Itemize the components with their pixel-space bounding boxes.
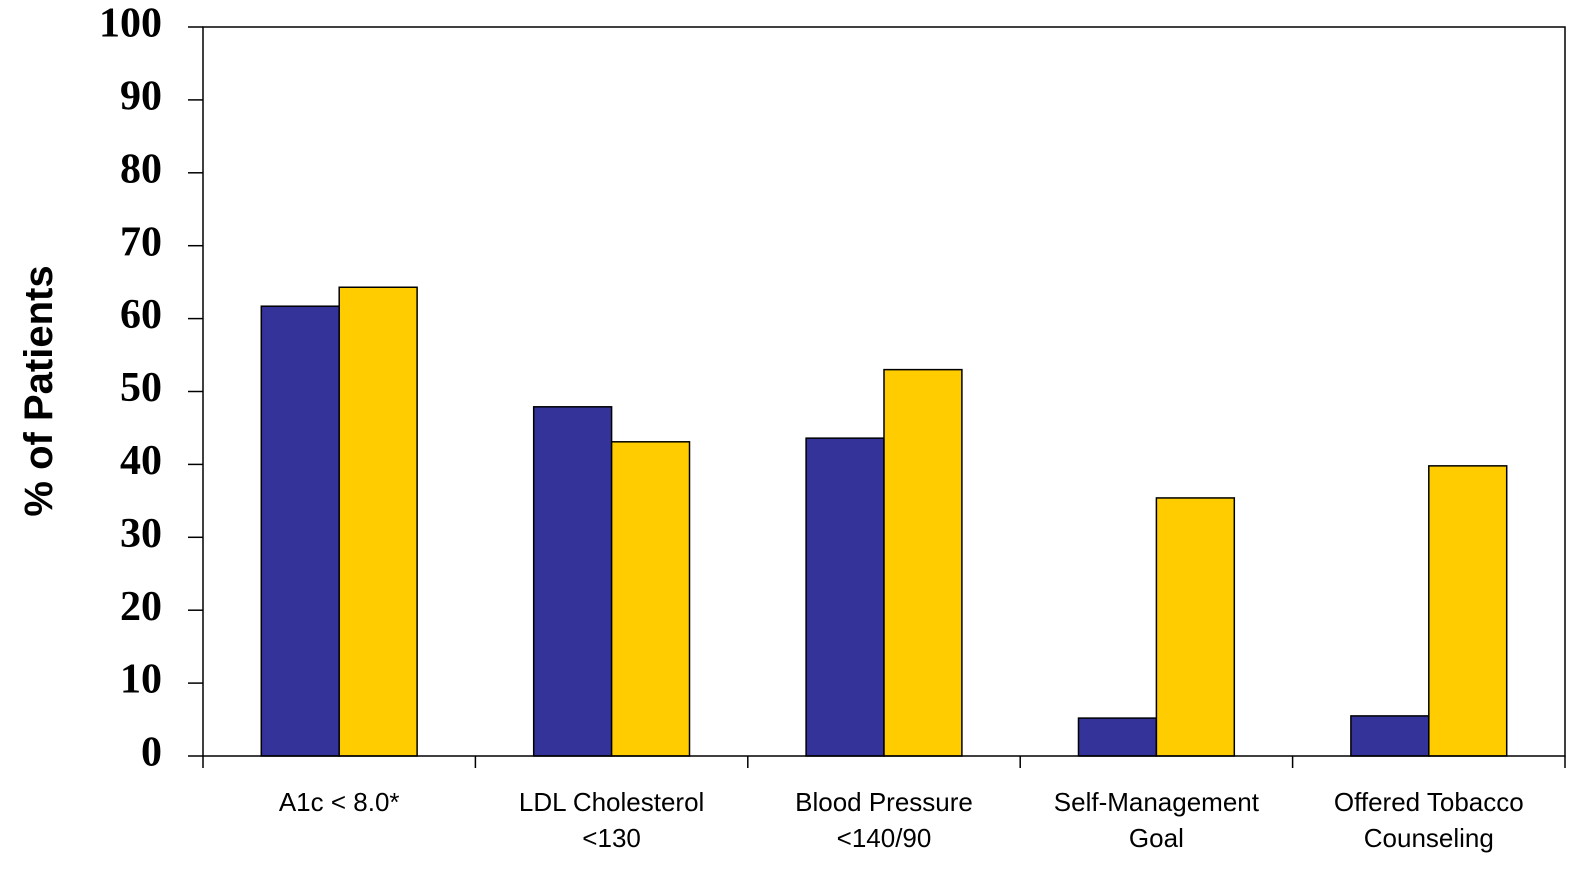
bar [532, 406, 613, 757]
y-tick-label: 50 [120, 365, 162, 411]
bar [883, 368, 963, 757]
plot-frame [202, 26, 1566, 757]
bar [1155, 497, 1236, 757]
y-tick-label: 60 [120, 292, 162, 338]
y-tick-label: 30 [120, 511, 162, 557]
y-tick-label: 70 [120, 219, 162, 265]
y-tick-label: 20 [120, 584, 162, 630]
y-tick-label: 100 [99, 1, 162, 47]
y-tick-label: 90 [120, 74, 162, 120]
bar [1077, 717, 1158, 757]
x-tick-label: Offered Tobacco Counseling [1333, 787, 1524, 853]
bar [260, 305, 340, 757]
bar [1350, 715, 1430, 757]
y-tick-label: 0 [141, 730, 162, 776]
x-tick-label: A1c < 8.0* [278, 787, 400, 817]
y-axis-title: % of Patients [17, 265, 61, 516]
bar [338, 286, 418, 757]
bar [1428, 465, 1508, 757]
x-tick-label: Blood Pressure <140/90 [795, 787, 973, 853]
y-tick-label: 40 [120, 438, 162, 484]
x-tick-label: LDL Cholesterol <130 [518, 787, 705, 853]
y-tick-label: 10 [120, 657, 162, 703]
bar [805, 437, 885, 757]
y-tick-label: 80 [120, 146, 162, 192]
x-tick-label: Self-Management Goal [1053, 787, 1259, 853]
bar [610, 441, 691, 757]
